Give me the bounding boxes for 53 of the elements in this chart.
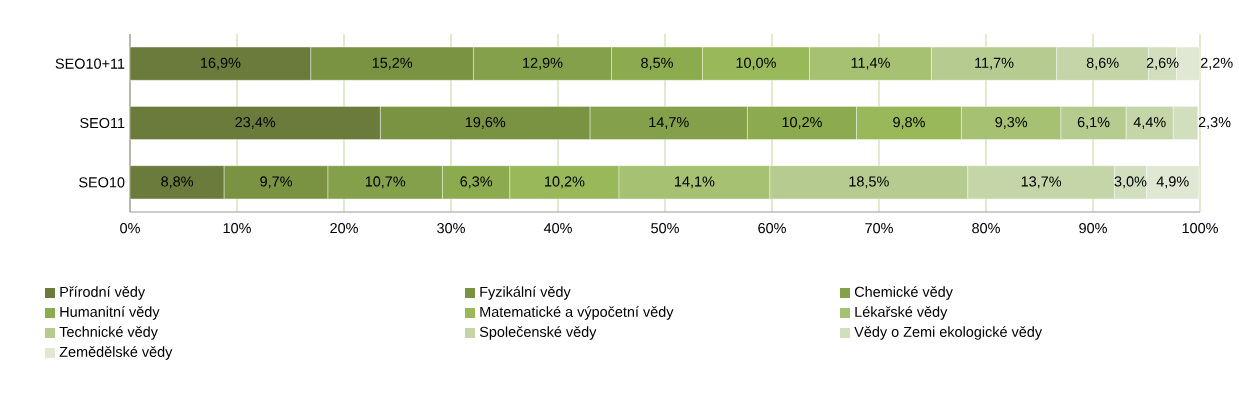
data-label: 13,7% [1021, 176, 1062, 189]
data-label: 3,0% [1114, 176, 1147, 189]
legend-label: Přírodní vědy [60, 286, 146, 300]
x-tick-label: 10% [223, 223, 251, 234]
data-label: 14,1% [675, 176, 715, 189]
x-tick-label: 60% [758, 223, 786, 234]
x-tick-label: 0% [120, 223, 140, 234]
legend-label: Technické vědy [59, 326, 158, 340]
x-tick-label: 90% [1079, 223, 1107, 234]
data-label: 15,2% [372, 57, 413, 70]
y-tick-label: SEO11 [80, 117, 125, 129]
data-label: 9,7% [260, 176, 293, 189]
data-label: 6,1% [1077, 117, 1110, 129]
x-tick-label: 70% [865, 223, 893, 234]
data-label: 8,8% [161, 176, 194, 189]
data-label: 10,0% [736, 57, 776, 70]
data-label: 4,9% [1156, 176, 1189, 189]
legend-label: Chemické vědy [854, 286, 953, 300]
x-tick-label: 100% [1182, 223, 1218, 234]
data-label: 16,9% [201, 57, 241, 70]
data-label: 19,6% [465, 117, 506, 129]
data-label: 12,9% [523, 57, 563, 70]
data-label: 10,2% [782, 117, 822, 129]
data-label: 2,2% [1200, 57, 1233, 70]
legend-label: Humanitní vědy [60, 306, 160, 320]
y-tick-label: SEO10 [79, 177, 125, 188]
data-label: 6,3% [460, 176, 493, 189]
x-tick-label: 30% [437, 223, 465, 234]
legend-label: Zemědělské vědy [59, 346, 173, 360]
legend-label: Matematické a výpočetní vědy [480, 306, 674, 320]
data-label: 9,8% [893, 117, 925, 129]
data-label: 11,7% [975, 57, 1014, 70]
data-label: 8,5% [641, 57, 673, 70]
data-label: 10,7% [365, 176, 406, 189]
data-label: 2,3% [1198, 117, 1231, 129]
data-label: 4,4% [1133, 117, 1166, 129]
data-label: 14,7% [649, 117, 689, 129]
data-label: 8,6% [1086, 57, 1119, 70]
data-label: 2,6% [1146, 57, 1179, 70]
x-tick-label: 80% [972, 223, 1000, 234]
x-tick-label: 50% [651, 223, 679, 234]
legend-label: Lékařské vědy [855, 306, 948, 320]
y-tick-label: SEO10+11 [55, 58, 125, 69]
data-label: 23,4% [235, 117, 276, 129]
x-tick-label: 40% [543, 223, 572, 234]
data-label: 10,2% [545, 176, 585, 189]
legend-label: Fyzikální vědy [480, 286, 571, 300]
data-label: 11,4% [851, 57, 890, 70]
legend-label: Vědy o Zemi ekologické vědy [854, 326, 1043, 340]
data-label: 9,3% [995, 117, 1028, 129]
x-tick-label: 20% [330, 223, 358, 234]
legend-label: Společenské vědy [479, 326, 597, 340]
data-label: 18,5% [849, 176, 889, 189]
